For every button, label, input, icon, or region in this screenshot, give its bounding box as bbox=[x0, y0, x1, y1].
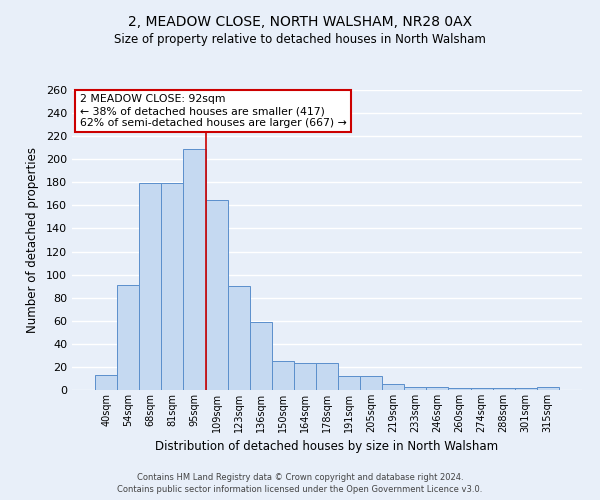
Bar bbox=[161, 184, 184, 390]
Text: Size of property relative to detached houses in North Walsham: Size of property relative to detached ho… bbox=[114, 32, 486, 46]
Bar bbox=[427, 386, 448, 390]
Text: 2 MEADOW CLOSE: 92sqm
← 38% of detached houses are smaller (417)
62% of semi-det: 2 MEADOW CLOSE: 92sqm ← 38% of detached … bbox=[80, 94, 346, 128]
Bar bbox=[382, 384, 404, 390]
Bar bbox=[515, 388, 537, 390]
Bar bbox=[537, 386, 559, 390]
Text: 2, MEADOW CLOSE, NORTH WALSHAM, NR28 0AX: 2, MEADOW CLOSE, NORTH WALSHAM, NR28 0AX bbox=[128, 15, 472, 29]
Bar bbox=[250, 322, 272, 390]
Bar bbox=[470, 388, 493, 390]
Bar bbox=[139, 184, 161, 390]
Bar bbox=[117, 285, 139, 390]
Bar bbox=[206, 200, 227, 390]
Text: Contains HM Land Registry data © Crown copyright and database right 2024.: Contains HM Land Registry data © Crown c… bbox=[137, 472, 463, 482]
Y-axis label: Number of detached properties: Number of detached properties bbox=[26, 147, 39, 333]
Bar bbox=[294, 364, 316, 390]
Text: Contains public sector information licensed under the Open Government Licence v3: Contains public sector information licen… bbox=[118, 485, 482, 494]
Bar bbox=[493, 388, 515, 390]
Bar bbox=[404, 386, 427, 390]
Bar bbox=[227, 286, 250, 390]
Bar bbox=[184, 149, 206, 390]
Bar bbox=[448, 388, 470, 390]
Bar bbox=[338, 376, 360, 390]
Bar bbox=[95, 375, 117, 390]
Bar bbox=[316, 364, 338, 390]
Bar bbox=[272, 361, 294, 390]
Bar bbox=[360, 376, 382, 390]
X-axis label: Distribution of detached houses by size in North Walsham: Distribution of detached houses by size … bbox=[155, 440, 499, 454]
